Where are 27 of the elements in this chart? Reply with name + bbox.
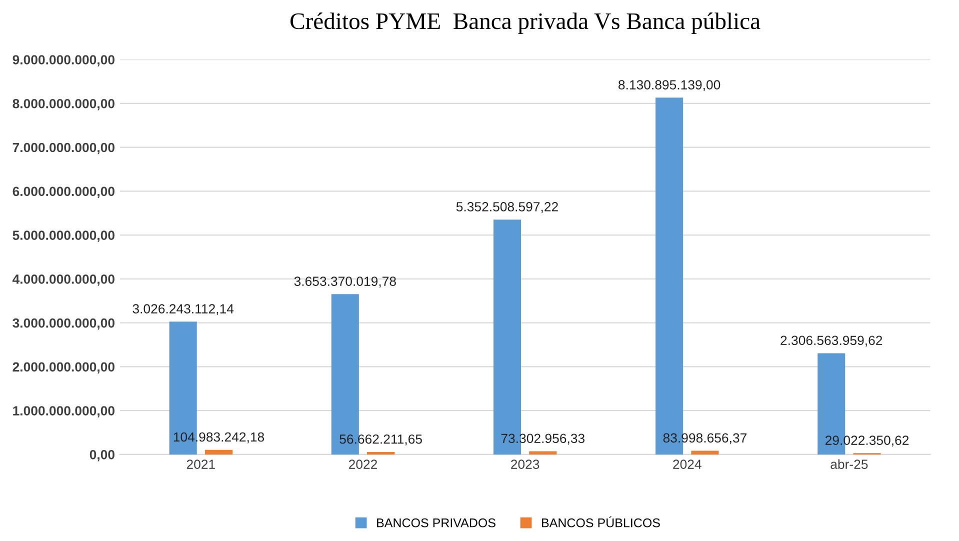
y-tick-label: 5.000.000.000,00	[12, 230, 114, 242]
y-tick-label: 1.000.000.000,00	[13, 406, 114, 418]
x-tick-label: 2021	[186, 460, 215, 469]
x-tick-label: abr-25	[830, 459, 868, 469]
legend-label: BANCOS PÚBLICOS	[542, 516, 660, 528]
x-tick-label: 2023	[511, 460, 540, 469]
bar	[204, 450, 233, 454]
bar	[691, 450, 719, 454]
y-tick-label: 4.000.000.000,00	[12, 274, 114, 286]
y-tick-label: 2.000.000.000,00	[12, 362, 114, 374]
data-label: 3.026.243.112,14	[132, 304, 234, 316]
legend-label: BANCOS PRIVADOS	[377, 518, 496, 528]
bar	[367, 452, 395, 454]
y-tick-label: 7.000.000.000,00	[12, 142, 114, 154]
y-tick-label: 9.000.000.000,00	[12, 55, 114, 66]
data-label: 8.130.895.139,00	[618, 80, 720, 92]
y-tick-label: 8.000.000.000,00	[12, 98, 114, 110]
data-label: 2.306.563.959,62	[780, 336, 882, 347]
y-tick-label: 3.000.000.000,00	[12, 318, 114, 330]
y-tick-label: 6.000.000.000,00	[12, 186, 114, 198]
data-label: 5.352.508.597,22	[456, 202, 558, 213]
y-tick-label: 0,00	[90, 450, 114, 462]
x-tick-label: 2022	[348, 460, 377, 469]
bar	[529, 451, 557, 454]
chart-title: Créditos PYME Banca privada Vs Banca pública	[290, 12, 760, 34]
data-label: 3.653.370.019,78	[294, 276, 396, 288]
x-tick-label: 2024	[673, 460, 702, 469]
